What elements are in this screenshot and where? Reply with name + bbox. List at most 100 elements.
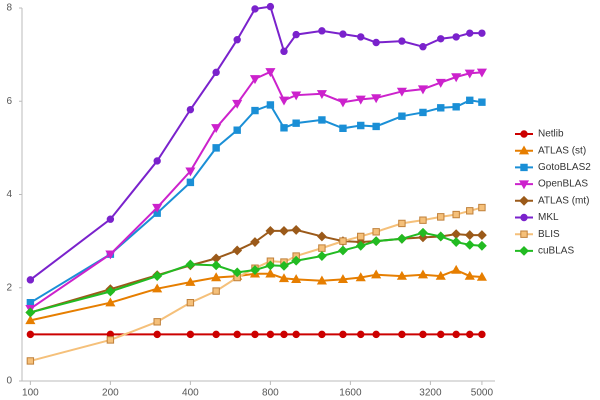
legend-label: Netlib [538, 129, 564, 140]
marker [233, 36, 241, 44]
marker [466, 207, 474, 215]
x-tick-label: 3200 [419, 388, 442, 399]
marker [265, 268, 276, 278]
marker [26, 357, 35, 365]
marker [318, 330, 326, 339]
marker [478, 29, 486, 37]
legend-label: cuBLAS [538, 246, 574, 257]
marker [251, 330, 259, 339]
marker [357, 232, 365, 241]
marker [316, 251, 327, 261]
x-tick-label: 5000 [471, 388, 494, 399]
legend-label: BLIS [538, 229, 560, 240]
marker [466, 330, 474, 339]
marker [316, 275, 327, 285]
marker [452, 103, 460, 111]
marker [105, 250, 116, 260]
marker [212, 287, 220, 295]
marker [372, 38, 380, 47]
marker [520, 130, 528, 138]
marker [518, 180, 530, 190]
marker [232, 99, 243, 109]
marker [466, 29, 474, 37]
marker [105, 297, 116, 307]
marker [249, 75, 261, 85]
marker [437, 35, 445, 43]
marker [371, 236, 382, 247]
marker [280, 124, 288, 132]
marker [520, 213, 528, 222]
marker [266, 101, 275, 109]
marker [398, 330, 406, 339]
marker [266, 330, 275, 339]
x-tick-label: 400 [182, 388, 199, 399]
marker [265, 260, 276, 271]
marker [318, 244, 326, 252]
marker [316, 90, 327, 100]
marker [265, 225, 276, 236]
marker [152, 203, 163, 213]
marker [106, 215, 115, 223]
marker [520, 230, 528, 238]
marker [186, 105, 195, 114]
marker [435, 231, 446, 242]
marker [339, 30, 347, 38]
marker [464, 270, 475, 280]
marker [211, 272, 222, 282]
marker [371, 269, 382, 279]
marker [478, 203, 486, 212]
marker [338, 245, 348, 256]
marker [26, 276, 35, 284]
series-line [29, 70, 482, 310]
marker [355, 95, 366, 105]
marker [398, 219, 406, 228]
marker [372, 330, 380, 339]
x-tick-label: 800 [262, 388, 279, 399]
marker [291, 225, 302, 235]
marker [280, 47, 288, 56]
marker [291, 274, 302, 284]
marker [417, 269, 429, 279]
marker [279, 225, 289, 236]
marker [185, 167, 196, 177]
marker [478, 98, 486, 106]
marker [211, 124, 222, 134]
marker [355, 272, 366, 282]
x-tick-label: 200 [102, 388, 119, 399]
marker [417, 85, 429, 95]
marker [476, 68, 487, 78]
marker [519, 195, 529, 206]
marker [396, 270, 407, 280]
marker [337, 274, 349, 284]
marker [185, 276, 196, 286]
marker [419, 108, 427, 117]
marker [278, 273, 290, 283]
marker [153, 318, 161, 326]
y-tick-label: 0 [6, 376, 12, 387]
marker [152, 271, 163, 282]
marker [337, 98, 349, 108]
marker [464, 239, 475, 250]
marker [153, 157, 161, 165]
marker [185, 259, 196, 270]
marker [357, 33, 365, 41]
marker [233, 330, 241, 339]
marker [316, 231, 327, 242]
marker [398, 37, 406, 45]
marker [26, 330, 35, 339]
marker [418, 227, 428, 238]
marker [396, 87, 407, 97]
legend-label: GotoBLAS2 [538, 162, 591, 173]
y-tick-label: 8 [6, 3, 12, 14]
marker [106, 336, 115, 344]
marker [372, 228, 380, 236]
marker [292, 330, 300, 339]
marker [477, 230, 487, 240]
marker [153, 330, 161, 339]
marker [519, 245, 529, 256]
marker [105, 286, 116, 297]
marker [371, 94, 382, 104]
marker [452, 330, 460, 339]
